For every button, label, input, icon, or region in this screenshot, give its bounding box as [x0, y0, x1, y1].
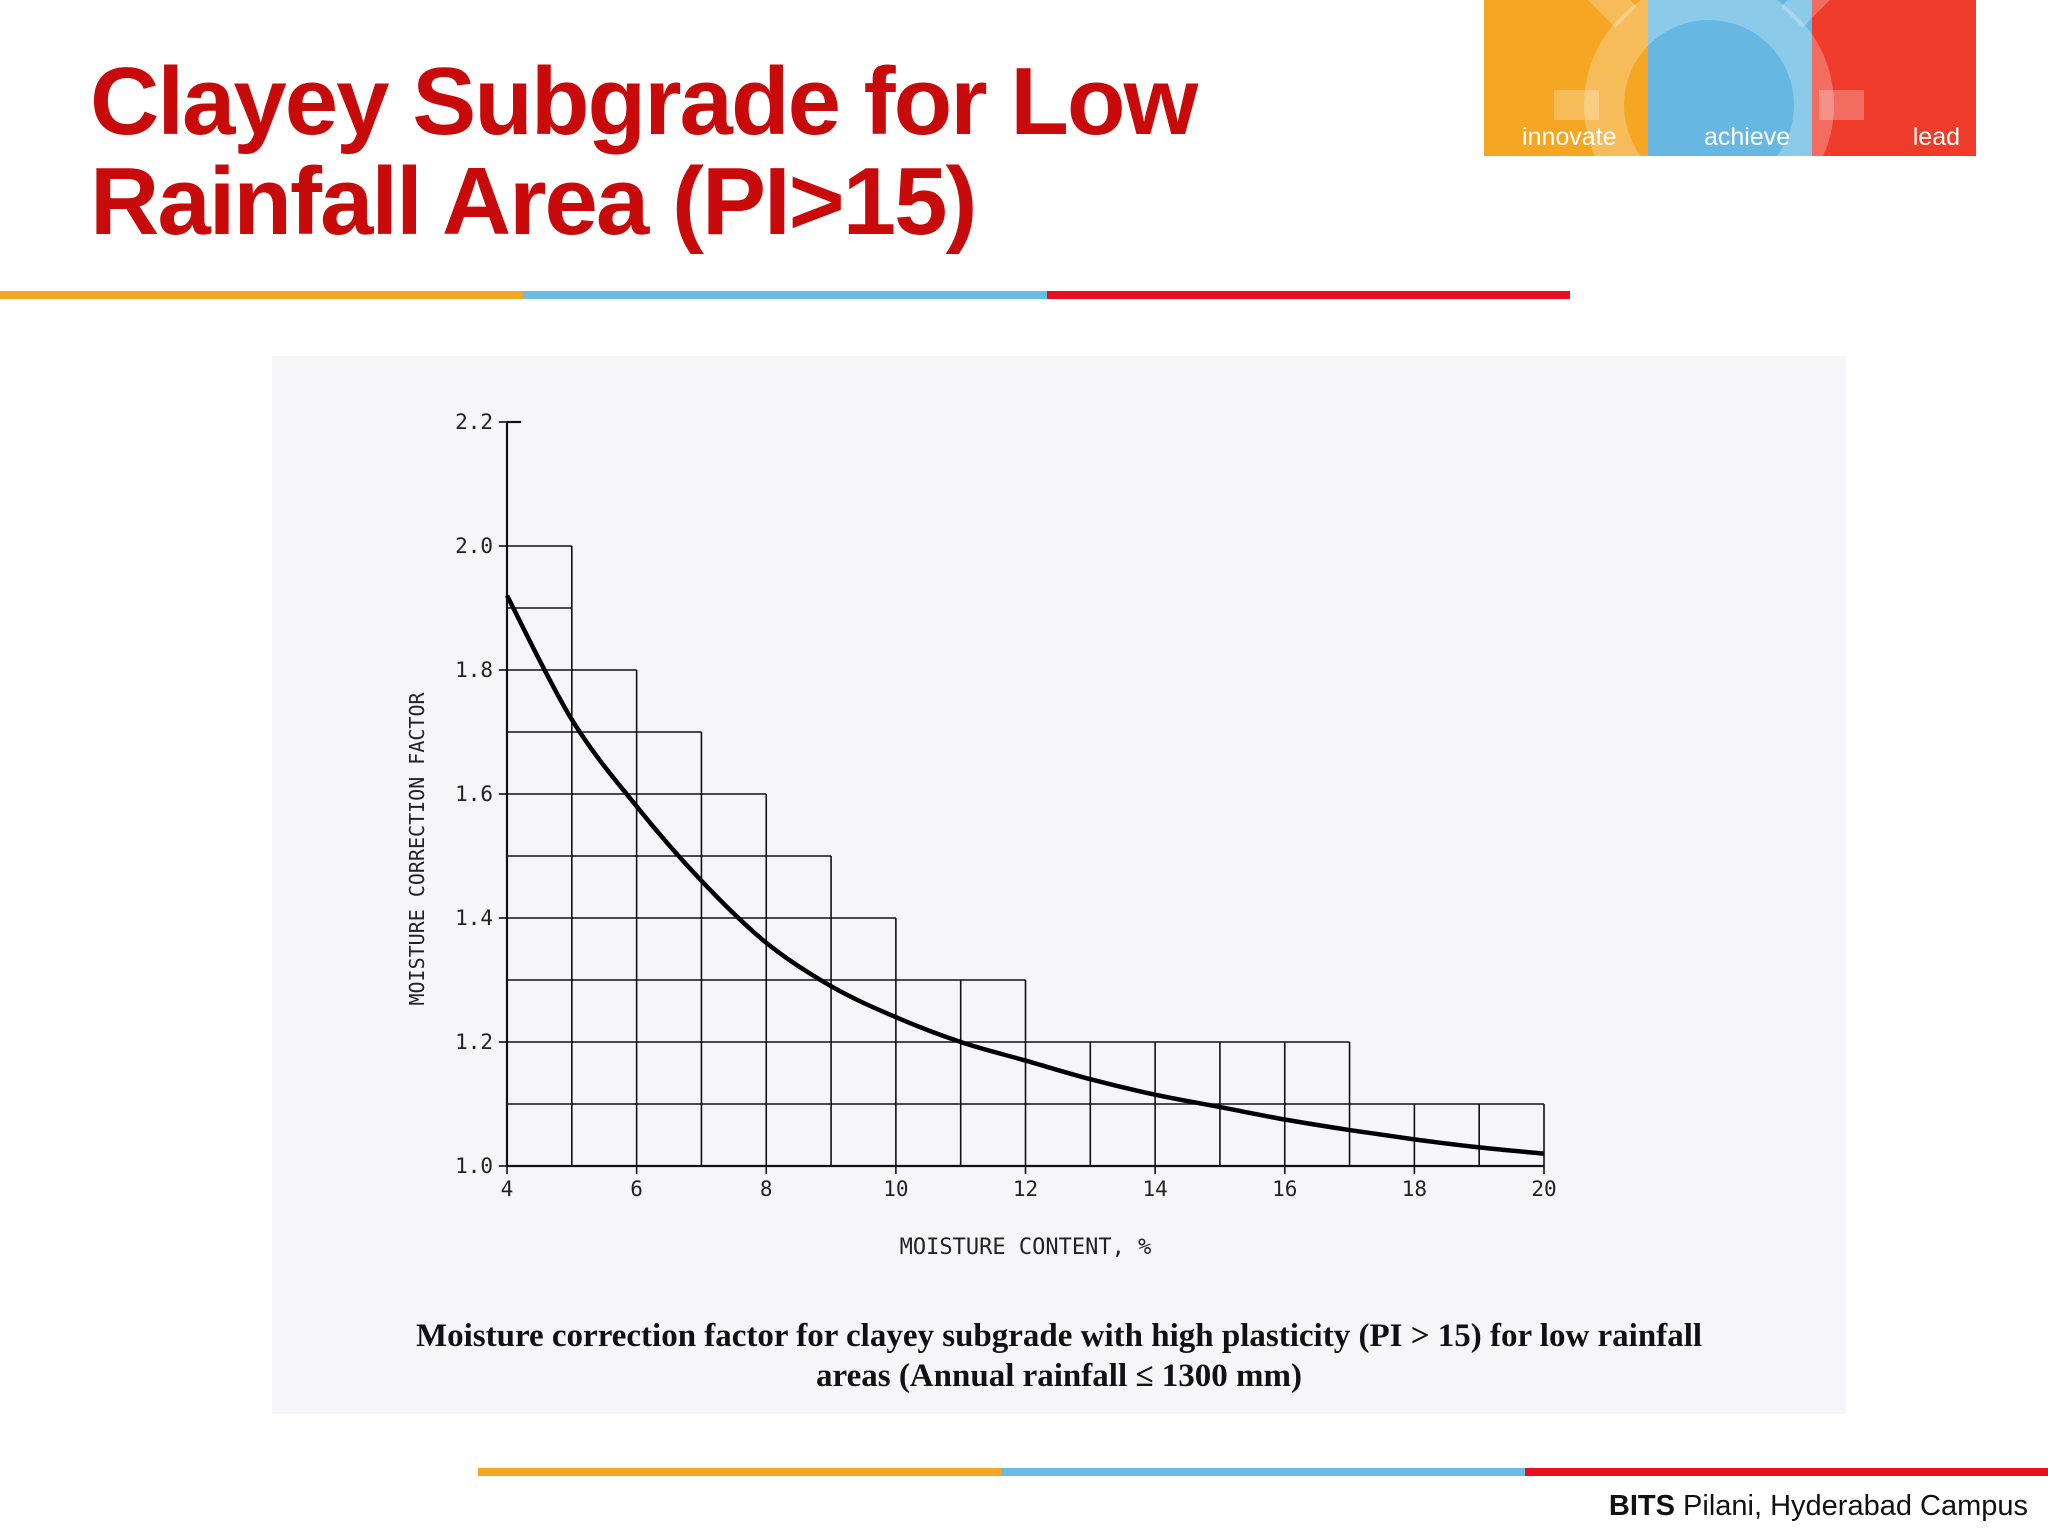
divider-segment-orange — [0, 291, 524, 299]
logo-word-innovate: innovate — [1522, 123, 1617, 151]
footer-divider — [478, 1468, 2048, 1476]
y-tick-label: 2.0 — [455, 534, 493, 558]
x-tick-label: 4 — [501, 1177, 514, 1201]
x-tick-label: 20 — [1531, 1177, 1556, 1201]
logo-block-achieve: achieve — [1648, 0, 1812, 156]
figure-caption: Moisture correction factor for clayey su… — [272, 1316, 1846, 1396]
moisture-correction-chart: 4 6 8 10 12 14 16 18 20 1.0 1.2 1.4 1.6 1.8 2.0 2.2 MOIS… — [405, 410, 1557, 1260]
y-tick-label: 1.2 — [455, 1030, 493, 1054]
x-tick-label: 18 — [1402, 1177, 1427, 1201]
logo-block-lead: lead — [1812, 0, 1976, 156]
footer-brand: BITS — [1608, 1490, 1675, 1522]
footer-campus: BITS Pilani, Hyderabad Campus — [1609, 1490, 2028, 1523]
divider-segment-blue — [1001, 1468, 1525, 1476]
gear-icon — [1554, 0, 1864, 260]
page-title-line-1: Clayey Subgrade for Low — [90, 48, 1198, 155]
logo-block-innovate: innovate — [1484, 0, 1648, 156]
x-tick-label: 16 — [1272, 1177, 1297, 1201]
page-title: Clayey Subgrade for Low Rainfall Area (P… — [90, 48, 1198, 255]
x-tick-label: 10 — [883, 1177, 908, 1201]
page-title-line-2: Rainfall Area (PI>15) — [90, 148, 977, 255]
chart-figure: 4 6 8 10 12 14 16 18 20 1.0 1.2 1.4 1.6 1.8 2.0 2.2 MOIS… — [272, 356, 1846, 1414]
x-axis-title: MOISTURE CONTENT, % — [900, 1235, 1152, 1260]
footer-campus-text: Pilani, Hyderabad Campus — [1674, 1490, 2028, 1522]
series-line — [505, 594, 1545, 1156]
logo: innovate achieve lead — [1484, 0, 1976, 260]
y-axis-title: MOISTURE CORRECTION FACTOR — [405, 692, 429, 1006]
divider-segment-orange — [478, 1468, 1002, 1476]
divider-segment-red — [1524, 1468, 2048, 1476]
logo-word-lead: lead — [1912, 123, 1960, 151]
y-tick-label: 1.0 — [455, 1154, 493, 1178]
y-tick-label: 1.4 — [455, 906, 493, 930]
y-tick-label: 1.8 — [455, 658, 493, 682]
x-tick-label: 8 — [760, 1177, 773, 1201]
logo-word-achieve: achieve — [1704, 123, 1791, 151]
figure-caption-line-2: areas (Annual rainfall ≤ 1300 mm) — [816, 1358, 1302, 1394]
x-tick-label: 6 — [630, 1177, 643, 1201]
title-divider — [0, 291, 1570, 299]
x-tick-label: 14 — [1142, 1177, 1167, 1201]
y-tick-label: 1.6 — [455, 782, 493, 806]
divider-segment-red — [1046, 291, 1570, 299]
figure-caption-line-1: Moisture correction factor for clayey su… — [415, 1318, 1703, 1354]
y-tick-label: 2.2 — [455, 410, 493, 434]
divider-segment-blue — [523, 291, 1047, 299]
x-tick-label: 12 — [1013, 1177, 1038, 1201]
